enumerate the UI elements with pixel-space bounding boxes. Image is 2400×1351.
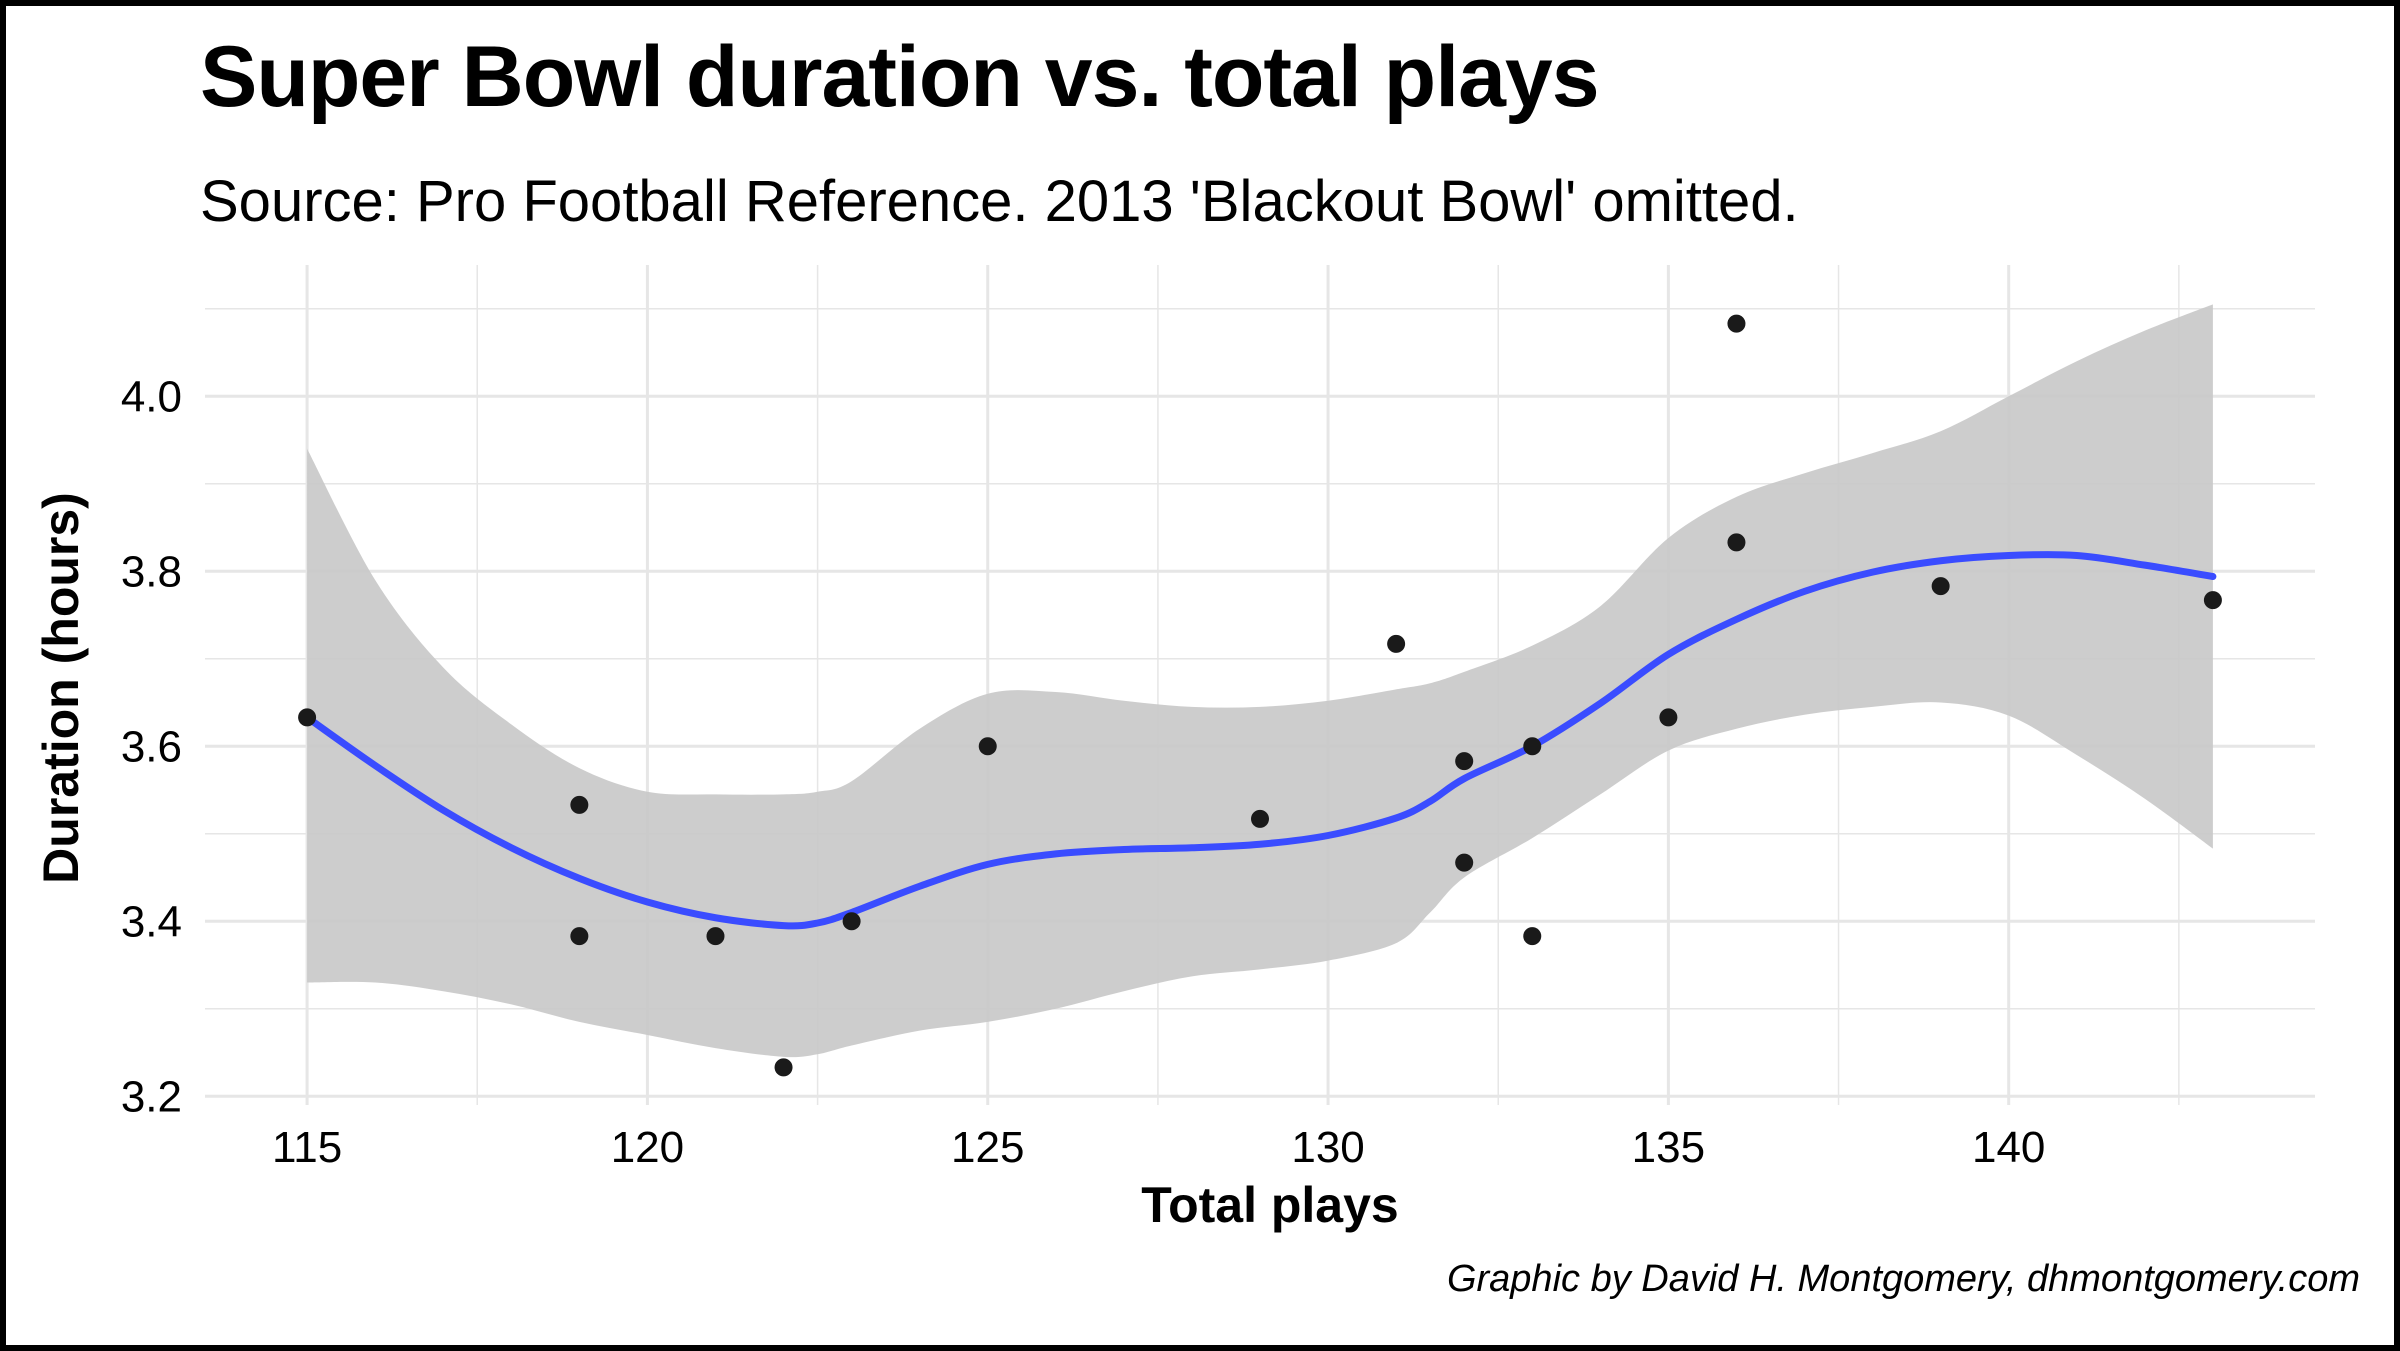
- chart-caption: Graphic by David H. Montgomery, dhmontgo…: [1446, 1258, 2360, 1300]
- x-tick-label: 135: [1632, 1123, 1705, 1172]
- x-tick-label: 120: [611, 1123, 684, 1172]
- data-point: [1455, 752, 1474, 771]
- data-point: [1931, 577, 1950, 596]
- y-tick-label: 3.4: [121, 897, 182, 946]
- confidence-band-group: [307, 304, 2213, 1058]
- data-point: [706, 927, 725, 946]
- confidence-band: [307, 304, 2213, 1058]
- data-point: [1387, 634, 1406, 653]
- data-point: [570, 927, 589, 946]
- y-tick-label: 3.6: [121, 722, 182, 771]
- data-point: [1523, 927, 1542, 946]
- chart-title: Super Bowl duration vs. total plays: [200, 29, 1600, 125]
- data-point: [570, 795, 589, 814]
- data-point: [774, 1058, 793, 1077]
- x-tick-labels: 115 120 125 130 135 140: [272, 1123, 2045, 1172]
- y-axis-title: Duration (hours): [33, 492, 89, 884]
- y-tick-label: 3.8: [121, 547, 182, 596]
- data-point: [298, 708, 317, 727]
- data-point: [1727, 314, 1746, 333]
- data-points: [298, 314, 2222, 1077]
- x-tick-label: 125: [951, 1123, 1024, 1172]
- smooth-fit-line: [303, 551, 2217, 930]
- data-point: [1659, 708, 1678, 727]
- data-point: [2203, 591, 2222, 610]
- x-tick-label: 130: [1291, 1123, 1364, 1172]
- chart-subtitle: Source: Pro Football Reference. 2013 'Bl…: [200, 169, 1799, 234]
- data-point: [842, 912, 861, 931]
- data-point: [1455, 853, 1474, 872]
- y-tick-label: 3.2: [121, 1072, 182, 1121]
- data-point: [1523, 737, 1542, 756]
- y-tick-labels: 3.2 3.4 3.6 3.8 4.0: [121, 372, 182, 1121]
- data-point: [1727, 533, 1746, 552]
- x-tick-label: 115: [272, 1123, 342, 1172]
- data-point: [978, 737, 997, 756]
- x-axis-title: Total plays: [1141, 1177, 1398, 1233]
- x-tick-label: 140: [1972, 1123, 2045, 1172]
- data-point: [1251, 809, 1269, 828]
- y-tick-label: 4.0: [121, 372, 182, 421]
- smooth-fit-group: [303, 551, 2217, 930]
